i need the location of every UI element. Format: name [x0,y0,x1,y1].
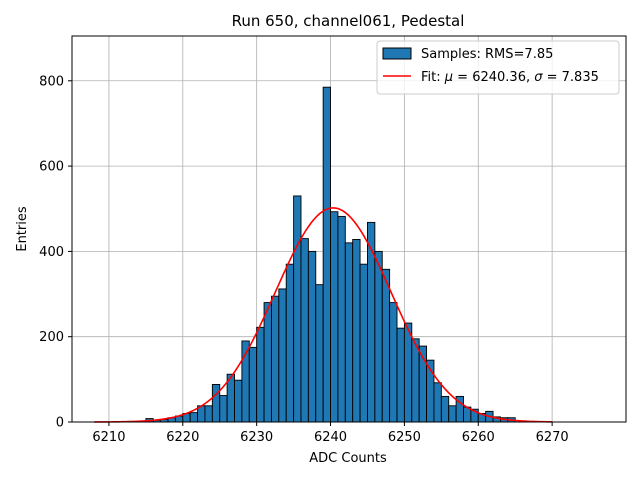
histogram-bar [330,211,339,423]
y-axis-label: Entries [15,206,30,252]
histogram-bar [293,195,302,423]
histogram-bar [411,338,420,423]
histogram-bar [381,268,391,423]
x-tick-label: 6260 [462,430,495,445]
histogram-bar [337,215,346,423]
histogram-bar [219,395,228,423]
histogram-bar [448,405,457,423]
y-tick-label: 0 [56,416,64,431]
y-tick-label: 400 [39,245,64,260]
histogram-bar [300,238,309,423]
x-tick-label: 6230 [240,430,273,445]
chart-title: Run 650, channel061, Pedestal [232,12,465,30]
y-tick-label: 200 [39,330,64,345]
histogram-bar [403,322,413,423]
legend-hist-label: Samples: RMS=7.85 [421,47,553,62]
x-axis-label: ADC Counts [309,451,387,466]
histogram-bar [389,302,398,423]
histogram-bar [285,263,295,423]
histogram-bar [307,250,317,423]
histogram-bar [352,238,361,423]
histogram-bar [234,379,243,423]
histogram-bar [374,250,383,423]
histogram-bar [359,263,368,423]
legend: Samples: RMS=7.85 Fit: μ = 6240.36, σ = … [376,40,620,95]
histogram-bar [204,405,213,423]
histogram-bars [145,86,516,423]
histogram-bar [278,288,287,423]
plot-frame [71,35,627,423]
legend-hist-swatch [382,47,412,60]
histogram-bar [315,284,324,423]
fit-curve [94,207,553,423]
histogram-bar [433,382,442,423]
y-tick-label: 800 [39,74,64,89]
histogram-bar [322,86,331,423]
histogram-bar [367,221,376,423]
histogram-bar [248,346,258,423]
x-axis: 6210 6220 6230 6240 6250 6260 6270 [92,422,569,445]
histogram-bar [396,327,405,423]
y-axis: 0 200 400 600 800 [39,74,72,431]
x-tick-label: 6240 [314,430,347,445]
x-tick-label: 6270 [536,430,569,445]
histogram-bar [211,384,221,423]
histogram-bar [189,412,199,423]
legend-fit-label: Fit: μ = 6240.36, σ = 7.835 [421,70,599,85]
x-tick-label: 6220 [166,430,199,445]
histogram-bar [270,295,280,423]
histogram-bar [263,302,272,423]
histogram-bar [440,395,450,423]
x-tick-label: 6250 [388,430,421,445]
legend-box [376,40,620,95]
x-tick-label: 6210 [92,430,125,445]
histogram-bar [256,326,265,423]
histogram-bar [344,242,354,423]
y-tick-label: 600 [39,160,64,175]
